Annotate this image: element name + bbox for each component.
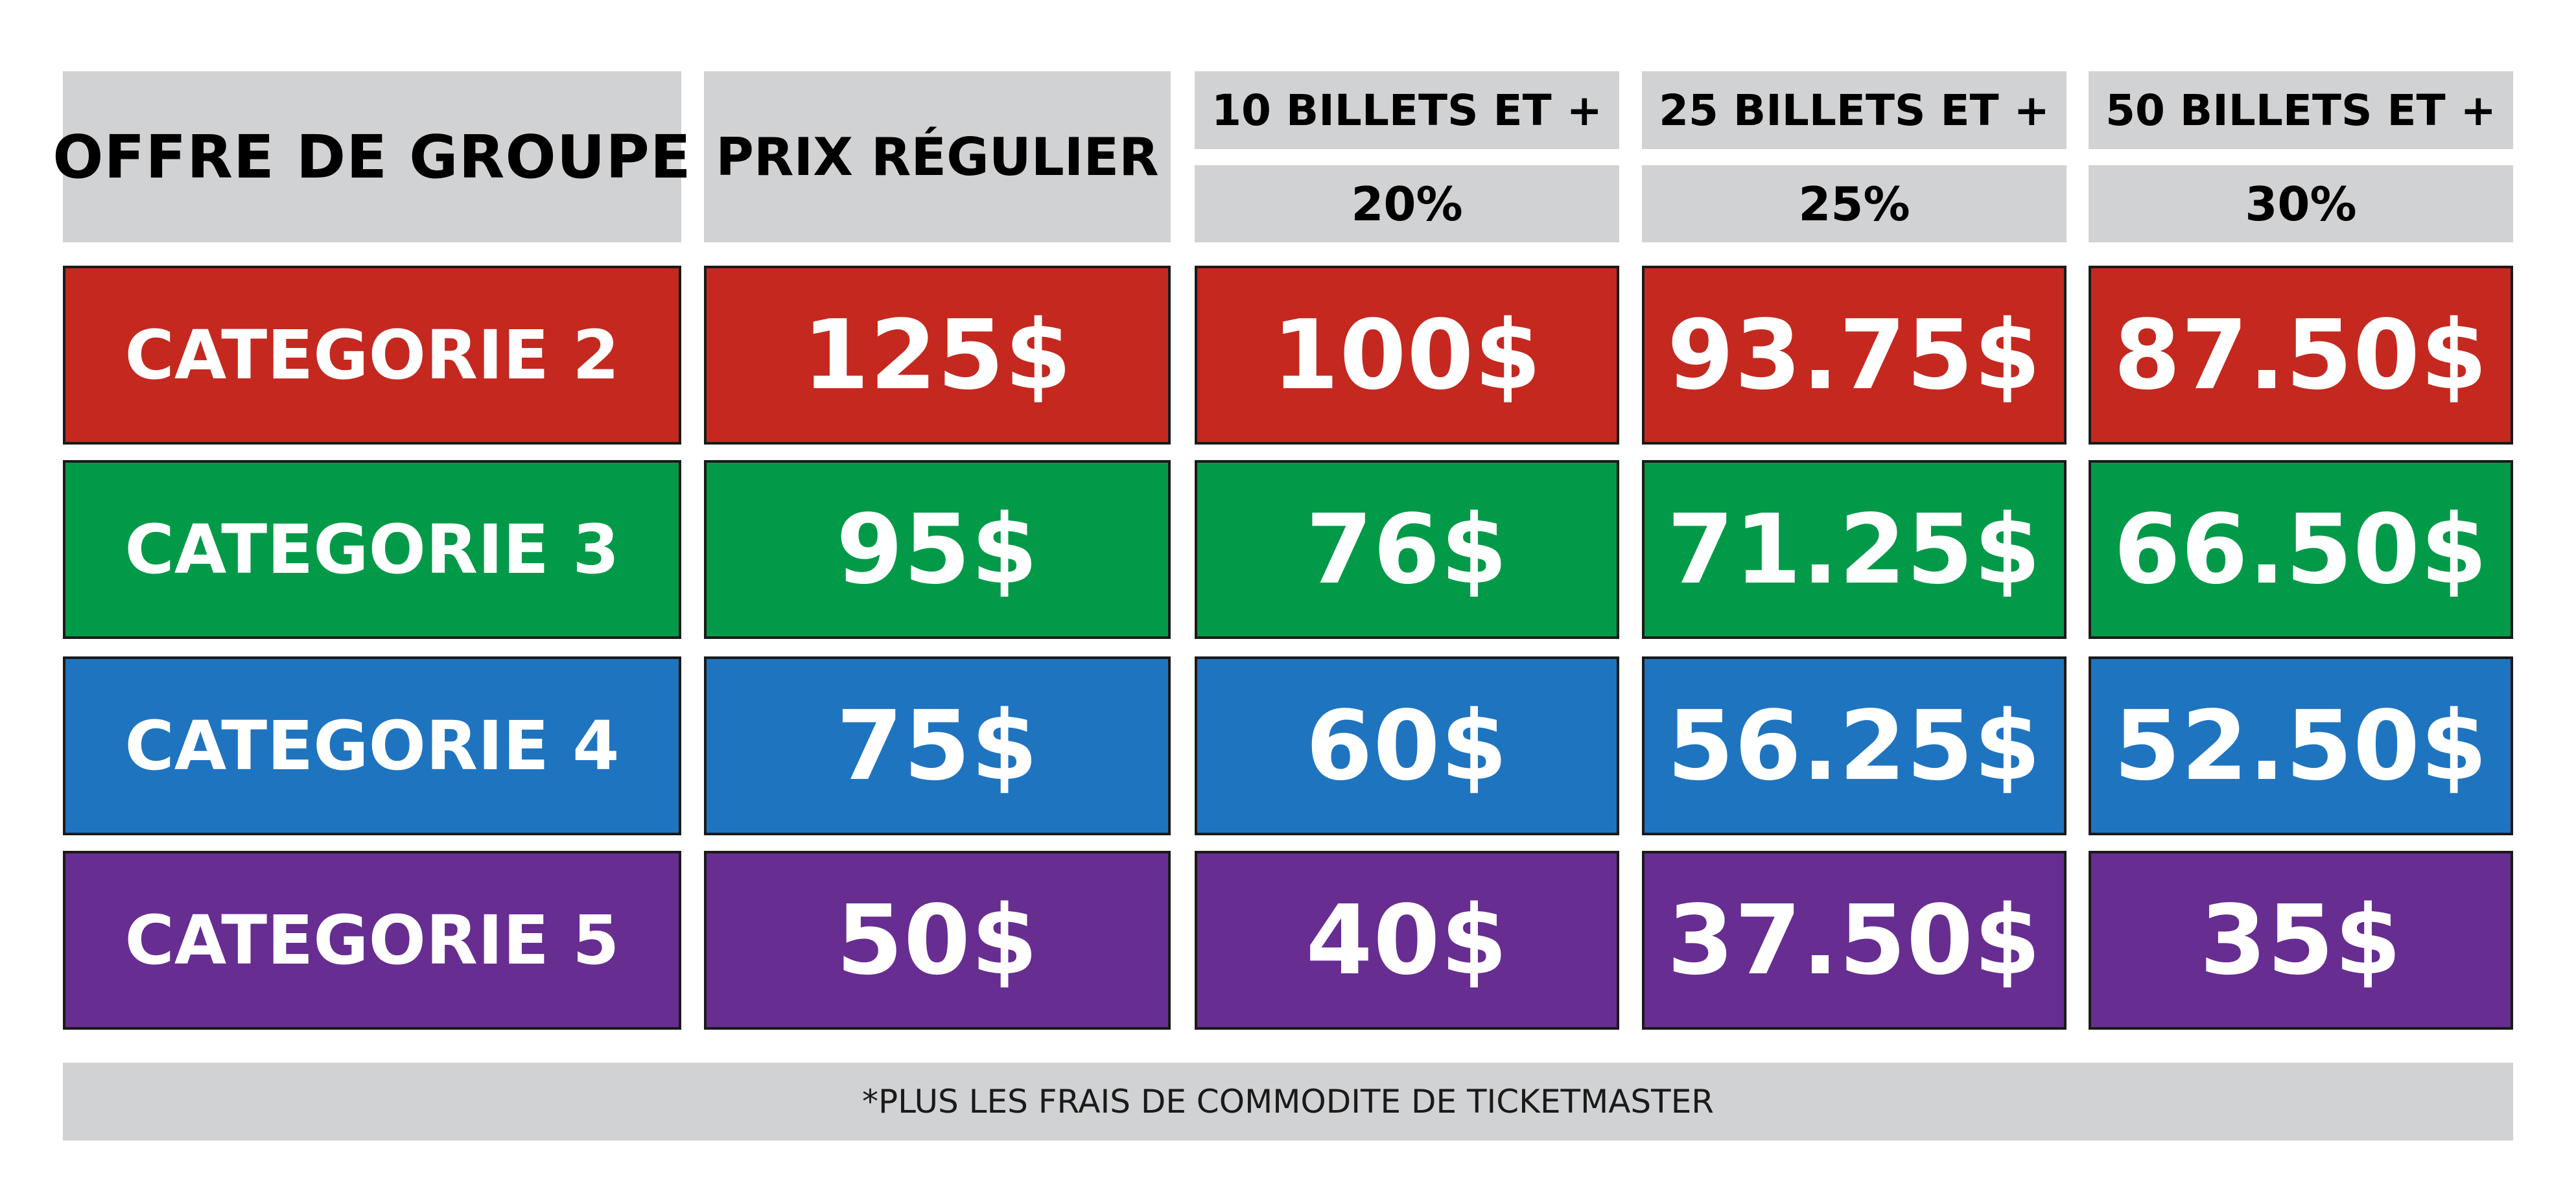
tier-10-header: 10 BILLETS ET + [1195,71,1619,149]
category-5-regular-price: 50$ [704,851,1171,1030]
category-4-price-10: 60$ [1195,656,1619,835]
category-2-price-10: 100$ [1195,266,1619,445]
category-3-price-10: 76$ [1195,460,1619,639]
category-3-price-50: 66.50$ [2089,460,2513,639]
footer-note: *PLUS LES FRAIS DE COMMODITE DE TICKETMA… [63,1063,2513,1141]
tier-50-discount: 30% [2089,165,2513,242]
category-4-price-50: 52.50$ [2089,656,2513,835]
category-2-label: CATEGORIE 2 [63,266,681,445]
category-4-regular-price: 75$ [704,656,1171,835]
category-3-price-25: 71.25$ [1642,460,2067,639]
tier-50-header: 50 BILLETS ET + [2089,71,2513,149]
category-2-regular-price: 125$ [704,266,1171,445]
category-4-label: CATEGORIE 4 [63,656,681,835]
tier-25-discount: 25% [1642,165,2067,242]
tier-25-header: 25 BILLETS ET + [1642,71,2067,149]
group-offer-title: OFFRE DE GROUPE [53,71,691,242]
tier-10-discount: 20% [1195,165,1619,242]
category-2-price-50: 87.50$ [2089,266,2513,445]
category-3-label: CATEGORIE 3 [63,460,681,639]
regular-price-header: PRIX RÉGULIER [704,71,1171,242]
category-2-price-25: 93.75$ [1642,266,2067,445]
category-5-price-25: 37.50$ [1642,851,2067,1030]
category-4-price-25: 56.25$ [1642,656,2067,835]
category-5-price-10: 40$ [1195,851,1619,1030]
category-5-label: CATEGORIE 5 [63,851,681,1030]
category-5-price-50: 35$ [2089,851,2513,1030]
category-3-regular-price: 95$ [704,460,1171,639]
